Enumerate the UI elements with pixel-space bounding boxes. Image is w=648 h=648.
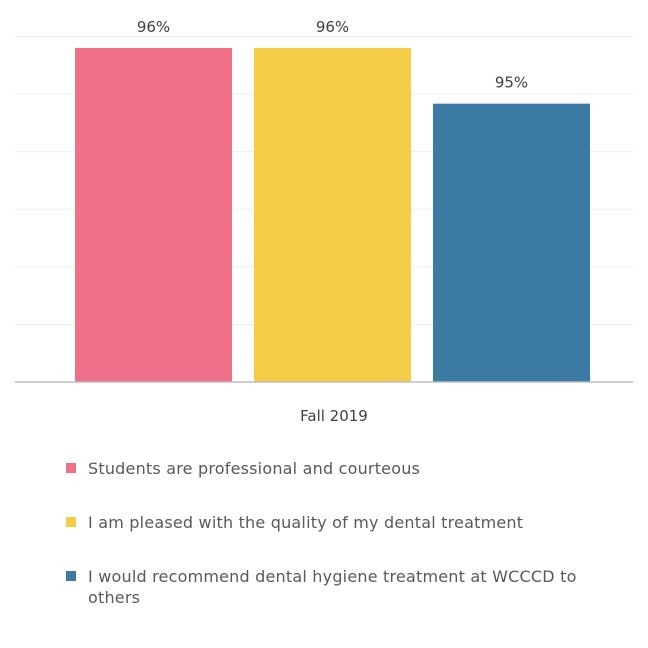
bar-1	[75, 48, 232, 382]
legend-label-pleased: I am pleased with the quality of my dent…	[88, 513, 524, 532]
legend-item-professional: Students are professional and courteous	[66, 458, 626, 479]
legend-swatch-professional	[66, 463, 76, 473]
bar-2	[254, 48, 411, 382]
data-label-1: 96%	[137, 18, 170, 36]
legend-swatch-pleased	[66, 517, 76, 527]
legend: Students are professional and courteous …	[66, 458, 626, 641]
bar-3	[433, 103, 590, 383]
legend-swatch-recommend	[66, 571, 76, 581]
legend-label-professional: Students are professional and courteous	[88, 459, 421, 478]
legend-item-pleased: I am pleased with the quality of my dent…	[66, 512, 626, 533]
legend-label-recommend: I would recommend dental hygiene treatme…	[88, 567, 577, 607]
data-label-3: 95%	[495, 74, 528, 92]
data-label-2: 96%	[316, 18, 349, 36]
x-tick-label: Fall 2019	[300, 407, 368, 425]
legend-item-recommend: I would recommend dental hygiene treatme…	[66, 566, 588, 608]
